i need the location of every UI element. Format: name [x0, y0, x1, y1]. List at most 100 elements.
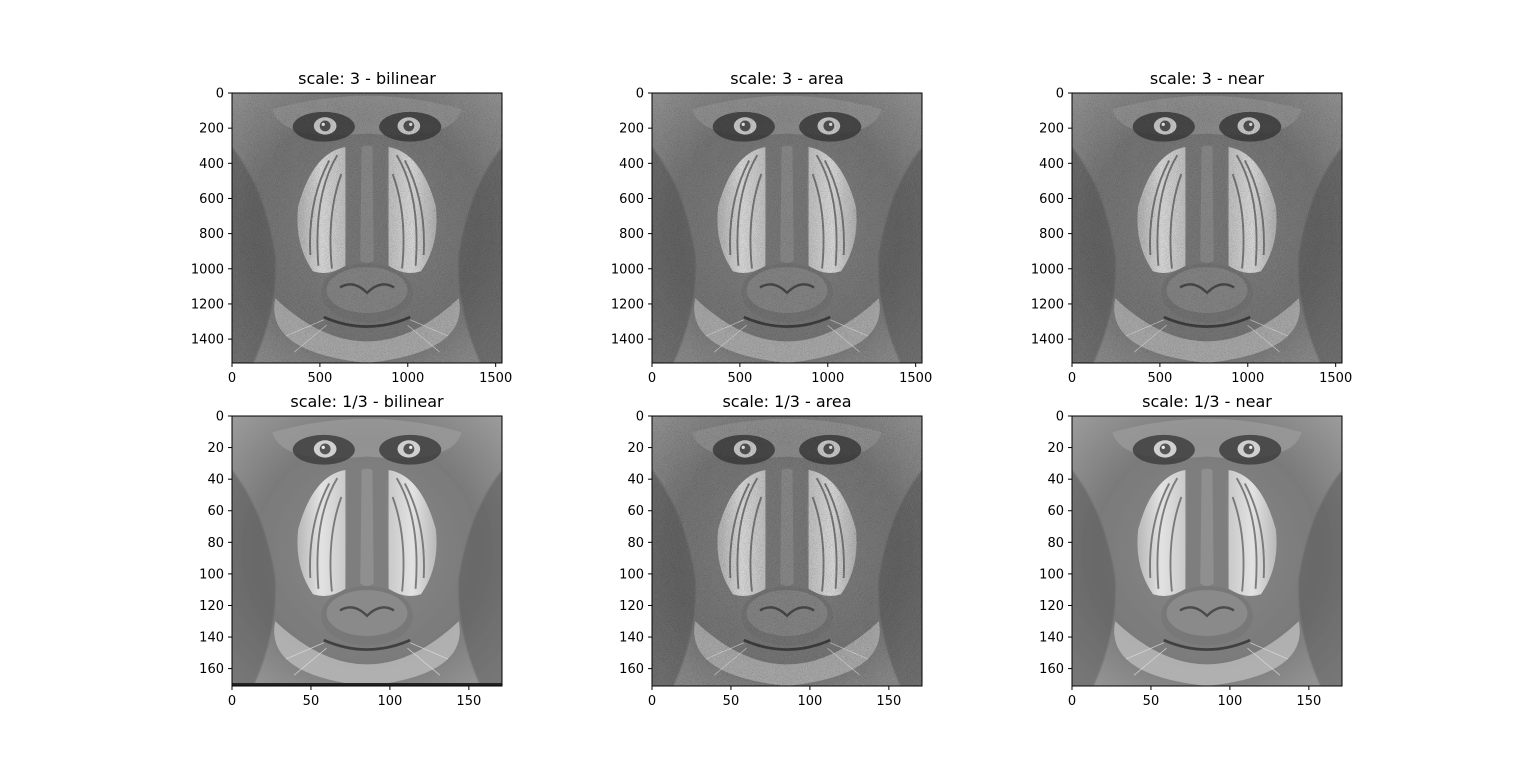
- subplot-title: scale: 1/3 - near: [1142, 392, 1272, 411]
- y-tick-label: 20: [207, 441, 224, 456]
- baboon-image: [1072, 93, 1342, 363]
- y-tick-label: 40: [627, 473, 644, 488]
- y-tick-label: 1200: [191, 297, 224, 312]
- y-tick-label: 0: [216, 87, 224, 102]
- y-tick-label: 1400: [191, 333, 224, 348]
- baboon-image: [652, 93, 922, 363]
- x-tick-label: 1500: [1319, 371, 1352, 386]
- y-tick-label: 100: [199, 567, 224, 582]
- y-tick-label: 140: [1039, 631, 1064, 646]
- x-tick-label: 0: [648, 371, 656, 386]
- axes-frame: [651, 92, 923, 364]
- subplot-5: scale: 1/3 - area 0 50 100 150 0 20 40 60 80 100 12…: [619, 392, 923, 709]
- y-tick-label: 120: [1039, 599, 1064, 614]
- x-tick-label: 1500: [479, 371, 512, 386]
- y-tick-label: 0: [216, 410, 224, 425]
- x-tick-label: 100: [797, 694, 822, 709]
- y-tick-label: 0: [1056, 410, 1064, 425]
- y-tick-label: 1200: [611, 297, 644, 312]
- y-tick-label: 200: [619, 122, 644, 137]
- y-tick-label: 160: [199, 662, 224, 677]
- subplot-6: scale: 1/3 - near 0 50 100 150 0 20 40 60 80 100 12…: [1039, 392, 1343, 709]
- y-tick-label: 120: [199, 599, 224, 614]
- y-tick-label: 600: [619, 192, 644, 207]
- y-tick-label: 0: [636, 87, 644, 102]
- x-tick-label: 100: [377, 694, 402, 709]
- axes-frame: [231, 92, 503, 364]
- y-tick-label: 80: [207, 536, 224, 551]
- y-tick-label: 60: [1047, 504, 1064, 519]
- y-tick-label: 60: [207, 504, 224, 519]
- y-tick-label: 1000: [1031, 262, 1064, 277]
- x-tick-label: 150: [456, 694, 481, 709]
- subplot-title: scale: 3 - bilinear: [298, 69, 436, 88]
- subplot-1: scale: 3 - bilinear 0 500 1000 1500 0 200 400 60…: [191, 69, 512, 386]
- x-tick-label: 50: [303, 694, 320, 709]
- subplot-title: scale: 3 - near: [1150, 69, 1265, 88]
- y-tick-label: 160: [1039, 662, 1064, 677]
- x-tick-label: 50: [1143, 694, 1160, 709]
- y-tick-label: 60: [627, 504, 644, 519]
- baboon-image: [232, 93, 502, 363]
- y-tick-label: 800: [1039, 227, 1064, 242]
- x-tick-label: 0: [228, 694, 236, 709]
- axes-frame: [651, 415, 923, 687]
- x-tick-label: 150: [876, 694, 901, 709]
- axes-frame: [231, 415, 503, 687]
- x-tick-label: 500: [727, 371, 752, 386]
- y-tick-label: 140: [619, 631, 644, 646]
- x-tick-label: 500: [307, 371, 332, 386]
- x-tick-label: 150: [1296, 694, 1321, 709]
- y-tick-label: 0: [1056, 87, 1064, 102]
- baboon-image: [232, 416, 502, 686]
- x-tick-label: 100: [1217, 694, 1242, 709]
- x-tick-label: 1500: [899, 371, 932, 386]
- y-tick-label: 120: [619, 599, 644, 614]
- axes-frame: [1071, 92, 1343, 364]
- x-tick-label: 1000: [811, 371, 844, 386]
- y-tick-label: 1000: [611, 262, 644, 277]
- baboon-image: [1072, 416, 1342, 686]
- axes-frame: [1071, 415, 1343, 687]
- y-tick-label: 400: [619, 157, 644, 172]
- y-tick-label: 1400: [1031, 333, 1064, 348]
- y-tick-label: 140: [199, 631, 224, 646]
- subplot-title: scale: 1/3 - bilinear: [290, 392, 444, 411]
- y-tick-label: 100: [1039, 567, 1064, 582]
- y-tick-label: 0: [636, 410, 644, 425]
- y-tick-label: 40: [207, 473, 224, 488]
- y-tick-label: 20: [627, 441, 644, 456]
- y-tick-label: 400: [199, 157, 224, 172]
- y-tick-label: 400: [1039, 157, 1064, 172]
- y-tick-label: 600: [199, 192, 224, 207]
- x-tick-label: 1000: [1231, 371, 1264, 386]
- subplot-2: scale: 3 - area 0 500 1000 1500 0 200 400 600 800…: [611, 69, 932, 386]
- y-tick-label: 600: [1039, 192, 1064, 207]
- y-tick-label: 800: [619, 227, 644, 242]
- y-tick-label: 80: [627, 536, 644, 551]
- x-tick-label: 0: [648, 694, 656, 709]
- subplot-4: scale: 1/3 - bilinear 0 50 100 150 0 20 40 60 80 1…: [199, 392, 503, 709]
- y-tick-label: 200: [1039, 122, 1064, 137]
- subplot-title: scale: 3 - area: [730, 69, 844, 88]
- y-tick-label: 80: [1047, 536, 1064, 551]
- subplot-3: scale: 3 - near 0 500 1000 1500 0 200 400 600 800…: [1031, 69, 1352, 386]
- y-tick-label: 20: [1047, 441, 1064, 456]
- x-tick-label: 1000: [391, 371, 424, 386]
- x-tick-label: 0: [1068, 371, 1076, 386]
- subplot-title: scale: 1/3 - area: [722, 392, 851, 411]
- x-tick-label: 0: [1068, 694, 1076, 709]
- y-tick-label: 1400: [611, 333, 644, 348]
- y-tick-label: 1000: [191, 262, 224, 277]
- y-tick-label: 100: [619, 567, 644, 582]
- y-tick-label: 800: [199, 227, 224, 242]
- y-tick-label: 40: [1047, 473, 1064, 488]
- x-tick-label: 500: [1147, 371, 1172, 386]
- y-tick-label: 1200: [1031, 297, 1064, 312]
- x-tick-label: 50: [723, 694, 740, 709]
- y-tick-label: 160: [619, 662, 644, 677]
- y-tick-label: 200: [199, 122, 224, 137]
- baboon-image: [652, 416, 922, 686]
- x-tick-label: 0: [228, 371, 236, 386]
